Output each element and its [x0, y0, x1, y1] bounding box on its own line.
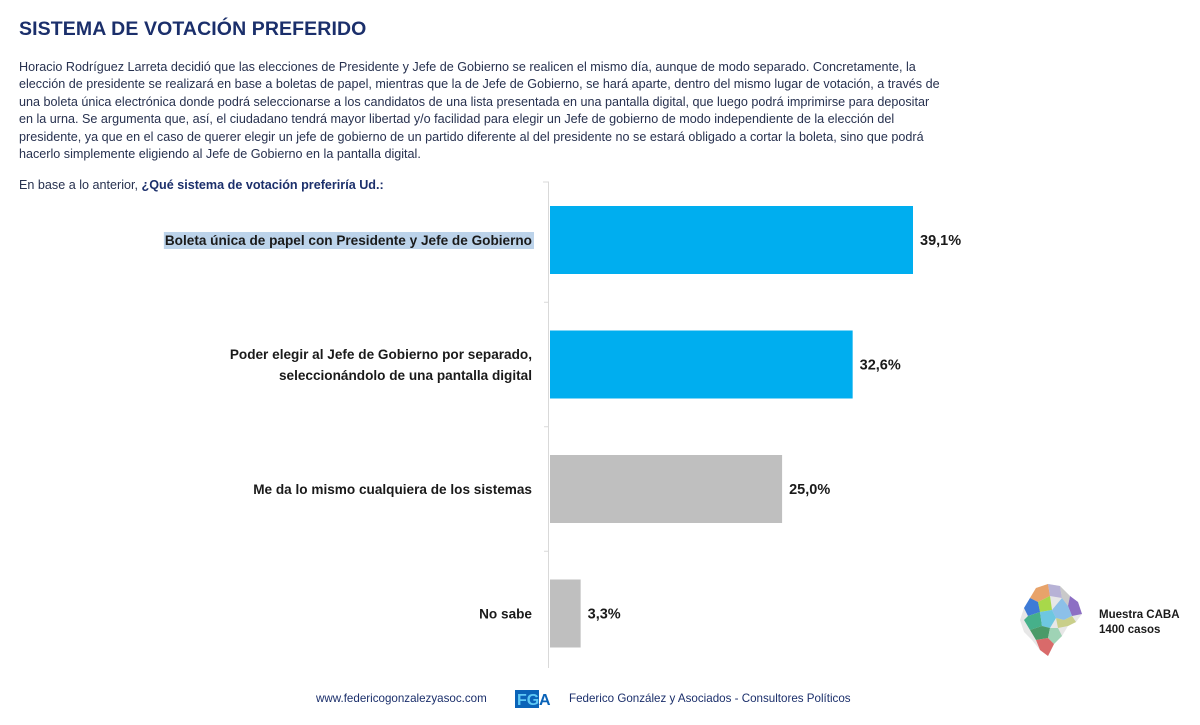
intro-line: Horacio Rodríguez Larreta decidió que la… — [19, 60, 916, 74]
intro-line: elección de presidente se realizará en b… — [19, 77, 940, 92]
text-selection-highlight — [163, 232, 534, 249]
bar — [550, 330, 853, 399]
footer: www.federicogonzalezyasoc.com FG A Feder… — [0, 690, 1200, 710]
bar — [550, 579, 581, 648]
category-label: Me da lo mismo cualquiera de los sistema… — [253, 482, 532, 497]
bar — [550, 455, 783, 523]
intro-line: una boleta única electrónica donde podrá… — [19, 94, 930, 109]
intro-text: Horacio Rodríguez Larreta decidió que la… — [19, 59, 1099, 163]
question-prefix: En base a lo anterior, — [19, 178, 142, 192]
intro-line: hacerlo simplemente eligiendo al Jefe de… — [19, 147, 421, 162]
fga-logo-icon: FG A — [515, 690, 551, 708]
category-label: seleccionándolo de una pantalla digital — [279, 368, 532, 383]
survey-question: En base a lo anterior, ¿Qué sistema de v… — [19, 178, 384, 192]
svg-text:A: A — [539, 692, 551, 708]
value-label: 25,0% — [789, 482, 830, 498]
category-label: No sabe — [479, 607, 532, 622]
page-title: SISTEMA DE VOTACIÓN PREFERIDO — [19, 18, 367, 40]
value-label: 32,6% — [860, 358, 901, 374]
sample-info — [1018, 580, 1088, 665]
sample-location: Muestra CABA — [1099, 609, 1180, 621]
bar — [550, 206, 913, 274]
category-label: Boleta única de papel con Presidente y J… — [165, 233, 532, 248]
value-label: 3,3% — [588, 607, 621, 623]
footer-firm-name: Federico González y Asociados - Consulto… — [569, 692, 851, 705]
question-text: ¿Qué sistema de votación preferiría Ud.: — [141, 178, 384, 192]
intro-line: en la urna. Se argumenta que, así, el ci… — [19, 112, 895, 127]
sample-label: Muestra CABA 1400 casos — [1099, 608, 1180, 638]
intro-line: presidente, ya que en el caso de querer … — [19, 129, 924, 144]
category-label: Poder elegir al Jefe de Gobierno por sep… — [230, 347, 532, 362]
caba-map-icon — [1020, 584, 1082, 656]
value-label: 39,1% — [920, 233, 961, 249]
svg-text:FG: FG — [517, 692, 539, 708]
sample-size: 1400 casos — [1099, 624, 1161, 636]
footer-url-link[interactable]: www.federicogonzalezyasoc.com — [316, 692, 487, 705]
